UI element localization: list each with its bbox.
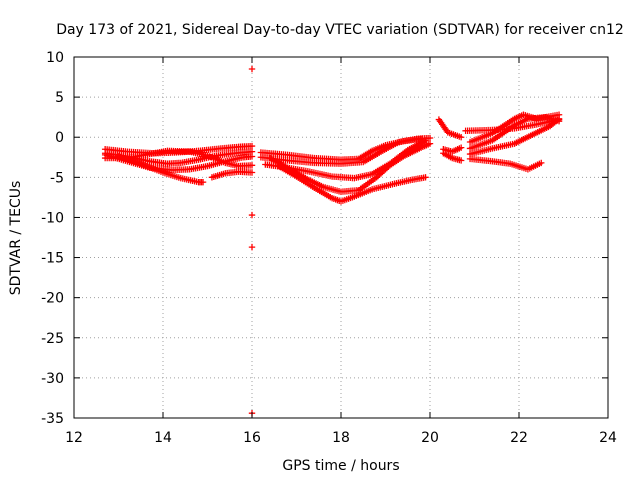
chart-title: Day 173 of 2021, Sidereal Day-to-day VTE… — [56, 22, 624, 38]
series-track-k — [275, 162, 429, 205]
data-points — [101, 65, 563, 417]
series-track-f — [208, 168, 256, 181]
data-point — [555, 115, 563, 122]
y-tick-label: -30 — [41, 371, 64, 387]
y-tick-label: -5 — [50, 170, 64, 186]
data-point — [422, 137, 429, 144]
series-track-s — [466, 155, 545, 173]
y-axis-label: SDTVAR / TECUs — [8, 181, 24, 296]
data-point — [457, 144, 465, 151]
data-point — [426, 140, 434, 147]
series-track-l — [435, 116, 465, 141]
y-tick-label: 0 — [55, 130, 64, 146]
data-point — [457, 134, 465, 141]
data-point — [422, 174, 429, 181]
x-tick-label: 22 — [510, 430, 528, 446]
x-tick-label: 12 — [65, 430, 83, 446]
data-point — [248, 65, 256, 73]
data-point — [426, 134, 434, 142]
data-point — [248, 169, 256, 176]
grid-layer — [74, 57, 608, 418]
data-point — [457, 157, 465, 164]
series-track-a — [101, 142, 256, 157]
y-tick-label: -35 — [41, 411, 64, 427]
x-axis-label: GPS time / hours — [282, 458, 399, 474]
y-tick-label: 5 — [55, 90, 64, 106]
x-tick-label: 20 — [421, 430, 439, 446]
data-point — [248, 211, 256, 219]
y-tick-label: -25 — [41, 331, 64, 347]
x-tick-label: 24 — [599, 430, 617, 446]
series-track-e — [115, 153, 207, 186]
y-tick-label: -10 — [41, 210, 64, 226]
y-tick-label: -15 — [41, 251, 64, 267]
series-track-q — [466, 113, 563, 152]
data-point — [248, 162, 256, 169]
series-track-n — [440, 150, 465, 164]
x-tick-label: 18 — [332, 430, 350, 446]
y-tick-label: -20 — [41, 291, 64, 307]
data-point — [248, 142, 256, 150]
data-point — [248, 153, 256, 160]
x-tick-label: 16 — [243, 430, 261, 446]
axis-ticks: 12 14 16 18 20 22 24 10 5 0 -5 -10 -15 -20 -25 -30 -35 — [41, 50, 617, 446]
data-point — [248, 243, 256, 251]
data-point — [199, 178, 207, 186]
x-tick-label: 14 — [154, 430, 172, 446]
data-point — [538, 159, 545, 167]
series-track-c — [101, 147, 256, 170]
y-tick-label: 10 — [46, 50, 64, 66]
series-track-r — [466, 115, 563, 158]
data-point — [554, 116, 561, 124]
